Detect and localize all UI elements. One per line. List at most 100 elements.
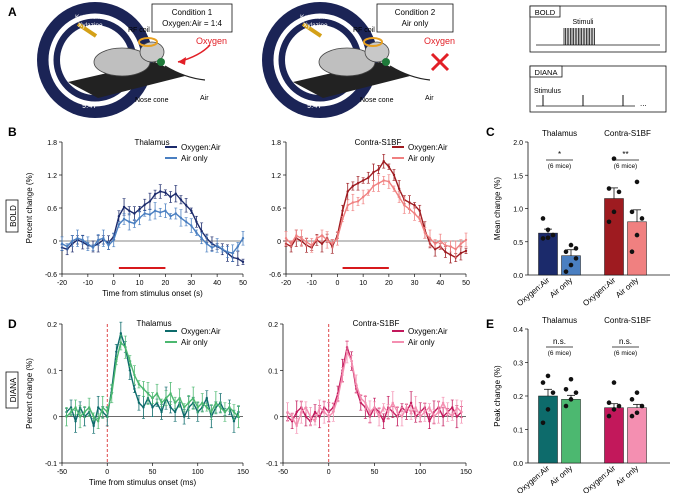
data-point: [315, 237, 319, 240]
condition-2-title: Condition 2: [395, 8, 436, 17]
x-tick-label: -50: [57, 469, 67, 476]
data-point: [372, 171, 375, 174]
data-point: [160, 410, 163, 414]
data-point: [441, 401, 445, 404]
data-point: [173, 410, 177, 414]
data-point: [464, 238, 468, 242]
data-point: [396, 410, 399, 414]
y-tick-label: 2.0: [513, 140, 523, 147]
condition-1-box: [151, 3, 233, 33]
data-point: [81, 238, 84, 242]
data-point: [359, 401, 362, 404]
legend-label: Air only: [181, 154, 208, 163]
data-point: [408, 207, 411, 211]
x-tick-label: 10: [136, 280, 144, 287]
data-point: [439, 239, 442, 243]
data-point: [392, 187, 396, 190]
data-point: [356, 200, 360, 203]
data-point: [377, 168, 380, 171]
data-point: [148, 213, 152, 216]
data-point: [143, 203, 146, 206]
data-point: [320, 242, 324, 245]
data-point: [184, 204, 188, 207]
data-point: [400, 415, 404, 418]
data-point: [419, 415, 422, 418]
x-tick-label: Oxygen:Air: [581, 463, 617, 493]
subject-point: [563, 387, 569, 392]
data-point: [409, 410, 413, 414]
data-point: [382, 179, 385, 182]
row-label-diana-box: [5, 371, 19, 409]
x-tick-label: 100: [192, 469, 204, 476]
chart-title: Contra-S1BF: [355, 138, 402, 147]
data-point: [320, 234, 324, 237]
legend-label: Air only: [181, 338, 208, 347]
data-point: [115, 350, 118, 353]
data-point: [91, 246, 95, 249]
data-point: [345, 350, 349, 353]
y-tick-label: 1.5: [513, 173, 523, 180]
data-point: [142, 406, 145, 409]
data-point: [102, 237, 105, 240]
subject-point: [545, 407, 551, 412]
data-point: [153, 193, 157, 196]
data-point: [119, 341, 123, 344]
data-point: [356, 182, 360, 185]
data-point: [69, 406, 73, 409]
data-point: [408, 201, 411, 204]
y-tick-label: 0.3: [513, 361, 523, 368]
data-point: [182, 415, 186, 418]
data-point: [184, 220, 188, 223]
data-point: [341, 373, 344, 377]
no-oxygen-cross-icon: [430, 52, 450, 72]
significance-subtitle: (6 mice): [614, 350, 637, 357]
data-point: [305, 240, 308, 244]
data-point: [153, 209, 157, 212]
data-point: [169, 215, 172, 218]
data-point: [148, 200, 152, 203]
subject-point: [573, 246, 579, 251]
data-point: [428, 406, 431, 409]
data-point: [387, 165, 391, 168]
data-point: [372, 184, 375, 188]
data-point: [232, 410, 236, 414]
data-point: [182, 406, 186, 409]
series-line-air-only: [285, 179, 467, 251]
data-point: [86, 242, 90, 245]
data-point: [133, 212, 136, 215]
x-tick-label: 40: [213, 280, 221, 287]
x-tick-label: 0: [112, 280, 116, 287]
diana-ellipsis: ...: [640, 99, 647, 108]
data-point: [60, 242, 64, 245]
data-point: [350, 359, 353, 363]
data-point: [192, 396, 195, 400]
nose-cone-2: [382, 58, 390, 66]
subject-point: [634, 179, 640, 185]
data-point: [128, 369, 132, 372]
data-point: [309, 415, 312, 418]
data-point: [382, 160, 385, 163]
y-tick-label: 0.5: [513, 240, 523, 247]
oxygen-label-2: Oxygen: [424, 36, 455, 46]
data-point: [205, 396, 208, 400]
condition-1-title: Condition 1: [172, 8, 213, 17]
data-point: [122, 217, 126, 221]
stimuli-label: Stimuli: [572, 19, 593, 26]
subject-point: [616, 403, 622, 409]
y-tick-label: 1.2: [271, 173, 281, 180]
data-point: [355, 383, 358, 386]
nose-cone-1: [157, 58, 165, 66]
data-point: [169, 392, 172, 395]
data-point: [367, 191, 370, 194]
data-point: [241, 260, 245, 264]
subject-point: [563, 403, 569, 409]
data-point: [455, 406, 459, 409]
data-point: [432, 415, 436, 418]
data-point: [226, 250, 229, 254]
syringe-1: [76, 22, 98, 38]
data-point: [231, 251, 234, 255]
data-point: [409, 401, 413, 404]
data-point: [138, 216, 141, 220]
